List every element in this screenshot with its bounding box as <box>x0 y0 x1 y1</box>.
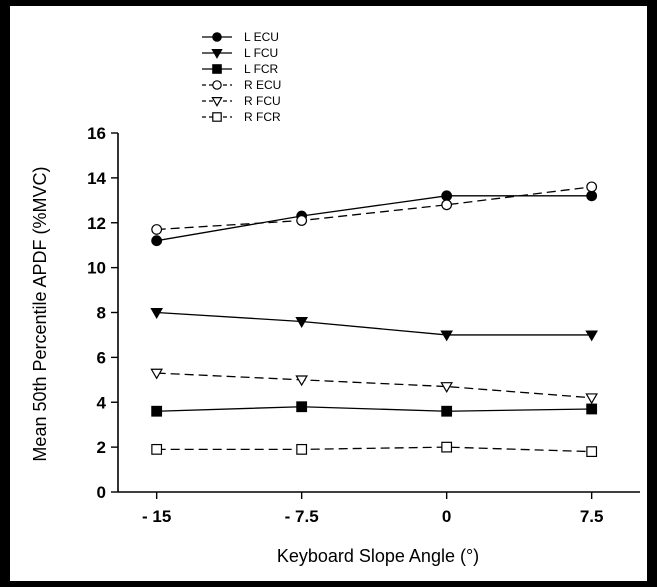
y-tick-label: 0 <box>97 483 106 502</box>
y-tick-label: 10 <box>87 259 106 278</box>
data-point-r-fcr <box>296 443 308 455</box>
series-line-l-fcu <box>156 311 592 336</box>
legend-marker-r-fcr <box>212 112 222 122</box>
data-point-l-ecu <box>151 235 163 247</box>
legend-item-l-fcr: L FCR <box>202 62 279 76</box>
y-axis-label: Mean 50th Percentile APDF (%MVC) <box>30 166 50 461</box>
legend: L ECU L FCU L FCR R ECU R FCU R FCR <box>202 30 281 124</box>
legend-marker-r-fcu <box>211 97 223 107</box>
legend-item-r-ecu: R ECU <box>202 78 281 92</box>
legend-item-r-fcu: R FCU <box>202 94 281 108</box>
legend-label-r-fcu: R FCU <box>244 94 281 108</box>
data-point-r-fcu <box>440 382 453 394</box>
data-point-r-ecu <box>296 215 308 226</box>
axes <box>117 133 640 493</box>
series-line-r-fcr <box>156 446 592 453</box>
series-line-r-ecu <box>156 186 592 231</box>
data-point-r-fcr <box>586 446 598 458</box>
x-tick-label: 0 <box>442 507 451 526</box>
data-point-l-fcu <box>585 330 598 342</box>
data-point-r-fcu <box>295 375 308 387</box>
y-tick-label: 14 <box>87 169 106 188</box>
legend-marker-l-ecu <box>212 32 222 42</box>
data-point-r-fcu <box>150 368 163 380</box>
series-r-ecu <box>151 181 598 235</box>
series-r-fcu <box>150 368 598 405</box>
x-ticks: - 15 - 7.5 0 7.5 <box>142 492 603 526</box>
data-point-r-ecu <box>151 224 163 235</box>
y-tick-label: 2 <box>97 438 106 457</box>
x-tick-label: - 7.5 <box>285 507 319 526</box>
series-line-l-ecu <box>156 195 592 242</box>
legend-item-l-ecu: L ECU <box>202 30 279 44</box>
data-point-r-fcu <box>585 393 598 405</box>
data-point-l-fcu <box>295 317 308 328</box>
data-point-l-fcr <box>586 403 598 415</box>
x-axis-label: Keyboard Slope Angle (°) <box>277 546 479 566</box>
series-line-r-fcu <box>156 372 592 399</box>
series-l-fcu <box>150 308 598 342</box>
series-l-fcr <box>151 401 598 417</box>
legend-label-r-ecu: R ECU <box>244 78 281 92</box>
series-l-ecu <box>151 190 598 247</box>
data-point-l-fcr <box>296 401 308 413</box>
data-point-l-fcu <box>440 330 453 342</box>
data-point-l-ecu <box>441 190 453 202</box>
series-r-fcr <box>151 441 598 458</box>
data-point-l-fcr <box>151 405 163 417</box>
data-point-r-fcr <box>441 441 453 453</box>
legend-label-l-fcu: L FCU <box>244 46 278 60</box>
legend-marker-l-fcu <box>211 49 223 59</box>
data-point-r-ecu <box>586 181 598 193</box>
legend-label-l-fcr: L FCR <box>244 62 279 76</box>
series-layer <box>150 181 598 458</box>
x-tick-label: - 15 <box>142 507 171 526</box>
series-line-l-fcr <box>156 406 592 412</box>
legend-item-l-fcu: L FCU <box>202 46 278 60</box>
y-tick-label: 12 <box>87 214 106 233</box>
data-point-l-fcu <box>150 308 163 319</box>
legend-marker-r-ecu <box>212 80 222 90</box>
y-tick-label: 16 <box>87 124 106 143</box>
data-point-r-fcr <box>151 443 163 455</box>
y-tick-label: 6 <box>97 348 106 367</box>
data-point-l-ecu <box>586 190 598 202</box>
legend-marker-l-fcr <box>212 64 222 74</box>
x-tick-label: 7.5 <box>580 507 604 526</box>
data-point-l-fcr <box>441 405 453 417</box>
y-ticks: 0 2 4 6 8 10 12 14 16 <box>87 124 118 502</box>
y-tick-label: 8 <box>97 304 106 323</box>
y-tick-label: 4 <box>97 393 107 412</box>
legend-label-r-fcr: R FCR <box>244 110 281 124</box>
legend-item-r-fcr: R FCR <box>202 110 281 124</box>
legend-label-l-ecu: L ECU <box>244 30 279 44</box>
data-point-r-ecu <box>441 199 453 211</box>
